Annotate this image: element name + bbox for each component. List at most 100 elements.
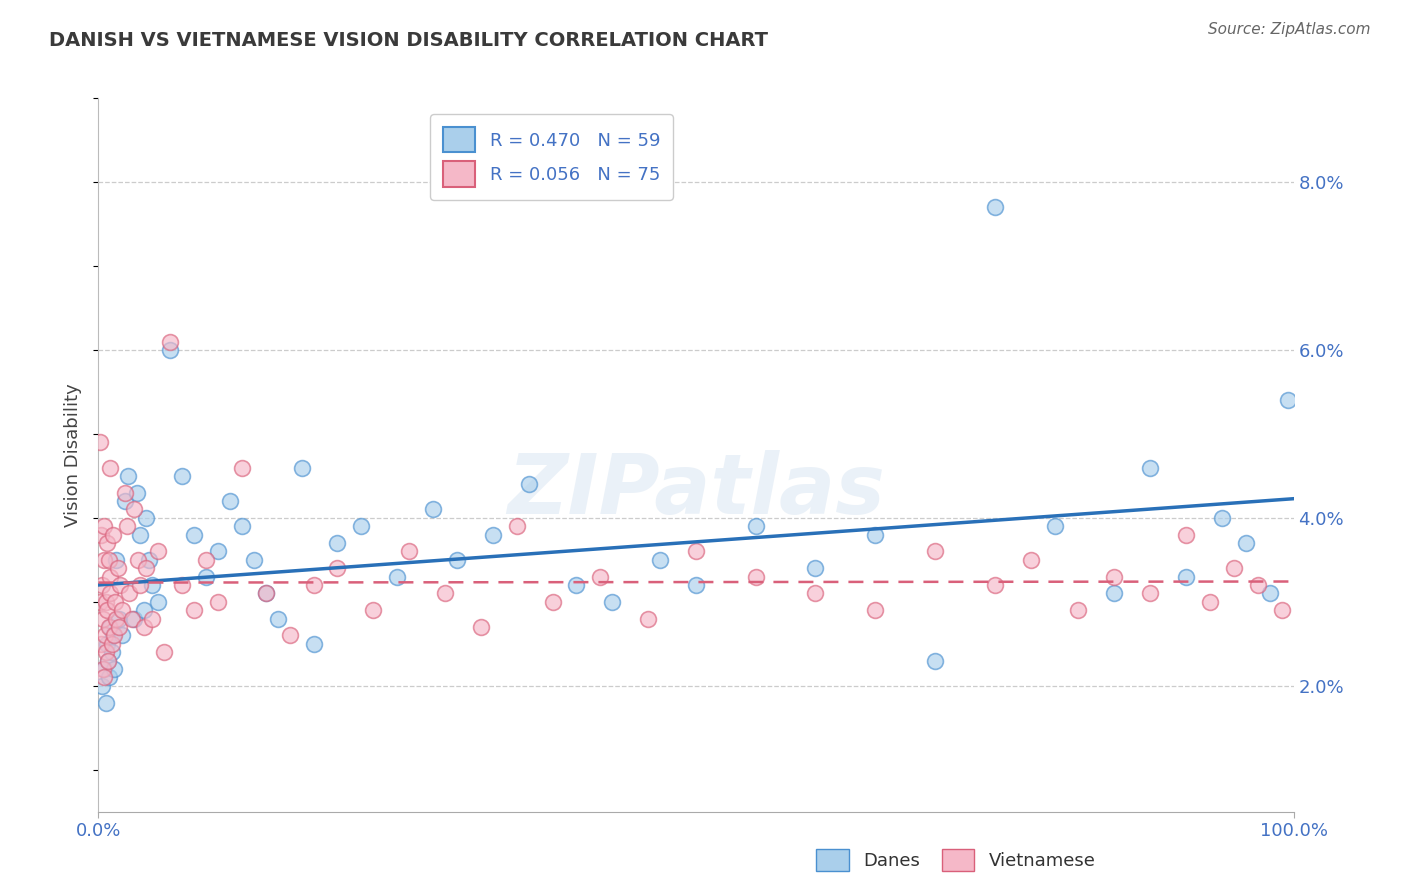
Point — [101, 527, 124, 541]
Point — [231, 460, 253, 475]
Point — [108, 578, 131, 592]
Point — [1223, 561, 1246, 575]
Point — [865, 603, 887, 617]
Point — [124, 502, 146, 516]
Point — [506, 519, 529, 533]
Point — [1067, 603, 1090, 617]
Point — [1019, 553, 1042, 567]
Point — [254, 586, 277, 600]
Point — [138, 553, 160, 567]
Point — [115, 519, 138, 533]
Point — [924, 654, 946, 668]
Point — [96, 645, 118, 659]
Point — [103, 662, 125, 676]
Point — [350, 519, 373, 533]
Point — [98, 569, 122, 583]
Point — [804, 586, 827, 600]
Point — [105, 612, 128, 626]
Point — [1175, 569, 1198, 583]
Point — [470, 620, 492, 634]
Point — [90, 527, 112, 541]
Point — [745, 569, 768, 583]
Point — [98, 620, 122, 634]
Point — [589, 569, 612, 583]
Point — [104, 595, 127, 609]
Point — [243, 553, 266, 567]
Point — [517, 477, 540, 491]
Point — [129, 527, 152, 541]
Point — [91, 578, 114, 592]
Point — [1234, 536, 1257, 550]
Point — [195, 569, 218, 583]
Legend: R = 0.470   N = 59, R = 0.056   N = 75: R = 0.470 N = 59, R = 0.056 N = 75 — [430, 114, 673, 200]
Point — [93, 670, 115, 684]
Point — [363, 603, 385, 617]
Point — [207, 595, 229, 609]
Point — [111, 628, 134, 642]
Point — [984, 200, 1007, 214]
Point — [267, 612, 290, 626]
Text: Source: ZipAtlas.com: Source: ZipAtlas.com — [1208, 22, 1371, 37]
Point — [326, 536, 349, 550]
Point — [291, 460, 314, 475]
Point — [482, 527, 505, 541]
Point — [745, 519, 768, 533]
Point — [107, 561, 129, 575]
Point — [135, 561, 157, 575]
Point — [127, 553, 149, 567]
Point — [129, 578, 152, 592]
Point — [1199, 595, 1222, 609]
Point — [183, 527, 205, 541]
Legend: Danes, Vietnamese: Danes, Vietnamese — [810, 842, 1102, 879]
Point — [302, 578, 325, 592]
Point — [114, 494, 136, 508]
Point — [254, 586, 277, 600]
Point — [1175, 527, 1198, 541]
Point — [117, 469, 139, 483]
Point — [1277, 393, 1299, 408]
Point — [172, 578, 194, 592]
Point — [98, 670, 121, 684]
Point — [141, 612, 163, 626]
Point — [1271, 603, 1294, 617]
Point — [984, 578, 1007, 592]
Y-axis label: Vision Disability: Vision Disability — [65, 383, 83, 527]
Point — [121, 612, 143, 626]
Point — [1211, 511, 1233, 525]
Point — [141, 578, 163, 592]
Point — [541, 595, 564, 609]
Point — [148, 544, 170, 558]
Point — [159, 343, 181, 357]
Point — [94, 628, 117, 642]
Point — [804, 561, 827, 575]
Point — [89, 595, 111, 609]
Point — [98, 586, 122, 600]
Text: ZIPatlas: ZIPatlas — [508, 450, 884, 531]
Point — [132, 620, 155, 634]
Point — [278, 628, 301, 642]
Point — [89, 435, 111, 450]
Point — [637, 612, 659, 626]
Point — [1247, 578, 1270, 592]
Point — [231, 519, 253, 533]
Point — [1139, 460, 1161, 475]
Point — [96, 536, 118, 550]
Point — [111, 603, 134, 617]
Point — [91, 662, 114, 676]
Point — [685, 578, 707, 592]
Point — [326, 561, 349, 575]
Point — [685, 544, 707, 558]
Point — [219, 494, 242, 508]
Point — [565, 578, 588, 592]
Point — [94, 595, 117, 609]
Text: DANISH VS VIETNAMESE VISION DISABILITY CORRELATION CHART: DANISH VS VIETNAMESE VISION DISABILITY C… — [49, 31, 768, 50]
Point — [118, 586, 141, 600]
Point — [302, 637, 325, 651]
Point — [1043, 519, 1066, 533]
Point — [98, 620, 121, 634]
Point — [114, 485, 136, 500]
Point — [91, 612, 114, 626]
Point — [97, 553, 120, 567]
Point — [100, 637, 122, 651]
Point — [98, 460, 121, 475]
